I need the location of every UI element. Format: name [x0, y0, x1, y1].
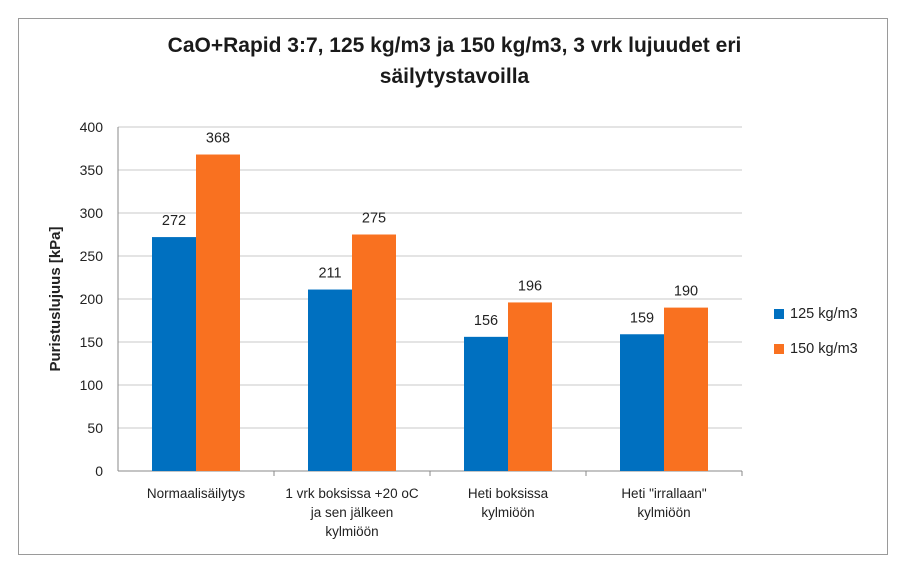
bar-series-2-cat-4 [664, 307, 708, 471]
bar-series-2-cat-1 [196, 154, 240, 471]
x-category-label-2-line-2: ja sen jälkeen [310, 505, 394, 520]
bar-series-2-cat-3 [508, 302, 552, 471]
data-label-series-1-cat-1: 272 [162, 213, 186, 229]
chart-title-line-1: CaO+Rapid 3:7, 125 kg/m3 ja 150 kg/m3, 3… [167, 34, 742, 57]
y-tick-label-50: 50 [87, 420, 103, 436]
x-category-label-4-line-2: kylmiöön [637, 505, 690, 520]
y-tick-label-400: 400 [80, 119, 104, 135]
legend-label-series-1: 125 kg/m3 [790, 306, 858, 322]
chart-title-line-2: säilytystavoilla [379, 65, 530, 88]
data-label-series-2-cat-3: 196 [518, 278, 542, 294]
y-tick-label-150: 150 [80, 334, 104, 350]
data-label-series-1-cat-3: 156 [474, 313, 498, 329]
data-label-series-2-cat-4: 190 [674, 284, 698, 300]
y-tick-label-200: 200 [80, 291, 104, 307]
legend-item-series-2: 150 kg/m3 [774, 341, 858, 357]
data-label-series-1-cat-4: 159 [630, 310, 654, 326]
y-tick-label-250: 250 [80, 248, 104, 264]
y-axis-title: Puristuslujuus [kPa] [47, 226, 64, 371]
x-category-label-2-line-1: 1 vrk boksissa +20 oC [285, 486, 418, 501]
bar-series-2-cat-2 [352, 234, 396, 471]
x-category-label-2-line-3: kylmiöön [325, 524, 378, 539]
bar-series-1-cat-2 [308, 289, 352, 471]
x-category-label-3-line-2: kylmiöön [481, 505, 534, 520]
bar-series-1-cat-4 [620, 334, 664, 471]
y-tick-label-300: 300 [80, 205, 104, 221]
x-category-label-3-line-1: Heti boksissa [468, 486, 549, 501]
data-label-series-1-cat-2: 211 [318, 266, 341, 282]
bar-series-1-cat-1 [152, 237, 196, 471]
legend-label-series-2: 150 kg/m3 [790, 341, 858, 357]
legend-swatch-series-2 [774, 344, 784, 354]
x-category-label-4-line-1: Heti "irrallaan" [621, 486, 707, 501]
legend-item-series-1: 125 kg/m3 [774, 306, 858, 322]
x-category-label-1-line-1: Normaalisäilytys [147, 486, 246, 501]
data-label-series-2-cat-2: 275 [362, 211, 386, 227]
y-tick-label-0: 0 [95, 463, 103, 479]
legend-swatch-series-1 [774, 309, 784, 319]
chart-title: CaO+Rapid 3:7, 125 kg/m3 ja 150 kg/m3, 3… [0, 30, 909, 92]
bar-series-1-cat-3 [464, 336, 508, 471]
y-tick-label-100: 100 [80, 377, 104, 393]
data-label-series-2-cat-1: 368 [206, 131, 230, 147]
y-tick-label-350: 350 [80, 162, 104, 178]
